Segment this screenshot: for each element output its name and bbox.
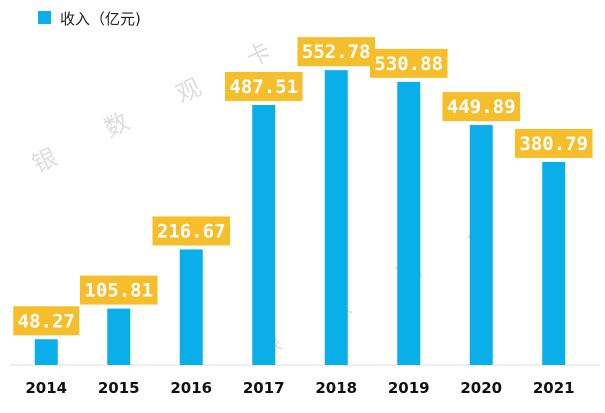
x-tick-label: 2016 [170, 379, 212, 397]
bar [252, 104, 276, 366]
data-label-box [514, 128, 593, 158]
x-tick-label: 2020 [460, 379, 502, 397]
data-label-box [152, 216, 231, 246]
data-label: 48.27 [18, 310, 75, 332]
bar [397, 81, 421, 365]
bars [34, 70, 566, 366]
data-label: 487.51 [229, 76, 298, 98]
watermark-char: 卡 [242, 37, 276, 73]
legend: 收入（亿元) [38, 10, 141, 28]
data-label-box [369, 48, 448, 78]
x-tick-label: 2017 [243, 379, 285, 397]
x-tick-labels: 2014 2015 2016 2017 2018 2019 2020 2021 [25, 379, 574, 397]
watermark-char: 观 [172, 73, 206, 109]
x-tick-label: 2019 [388, 379, 430, 397]
data-label: 552.78 [302, 41, 371, 63]
data-label: 449.89 [447, 96, 516, 118]
legend-label: 收入（亿元) [60, 10, 141, 28]
watermark-char: 数 [100, 107, 134, 143]
bar [34, 339, 58, 365]
data-label: 530.88 [374, 53, 443, 75]
x-tick-label: 2014 [25, 379, 67, 397]
bar [179, 249, 203, 365]
watermark-char: 银 [28, 143, 62, 179]
data-label-box [79, 275, 158, 305]
data-label-box [297, 37, 376, 67]
bar [324, 70, 348, 366]
bar [107, 308, 131, 365]
x-tick-label: 2021 [533, 379, 575, 397]
data-label-box [13, 306, 80, 336]
bar [542, 161, 566, 365]
bar [469, 125, 493, 365]
data-label: 105.81 [84, 280, 153, 302]
legend-swatch [38, 11, 51, 24]
data-label: 380.79 [519, 133, 588, 155]
data-labels: 48.27 105.81 216.67 487.51552.78530.88449.8… [13, 37, 593, 336]
data-label: 216.67 [157, 220, 226, 242]
data-label-box [442, 92, 521, 122]
data-label-box [224, 71, 303, 101]
x-tick-label: 2015 [98, 379, 140, 397]
x-tick-label: 2018 [315, 379, 357, 397]
